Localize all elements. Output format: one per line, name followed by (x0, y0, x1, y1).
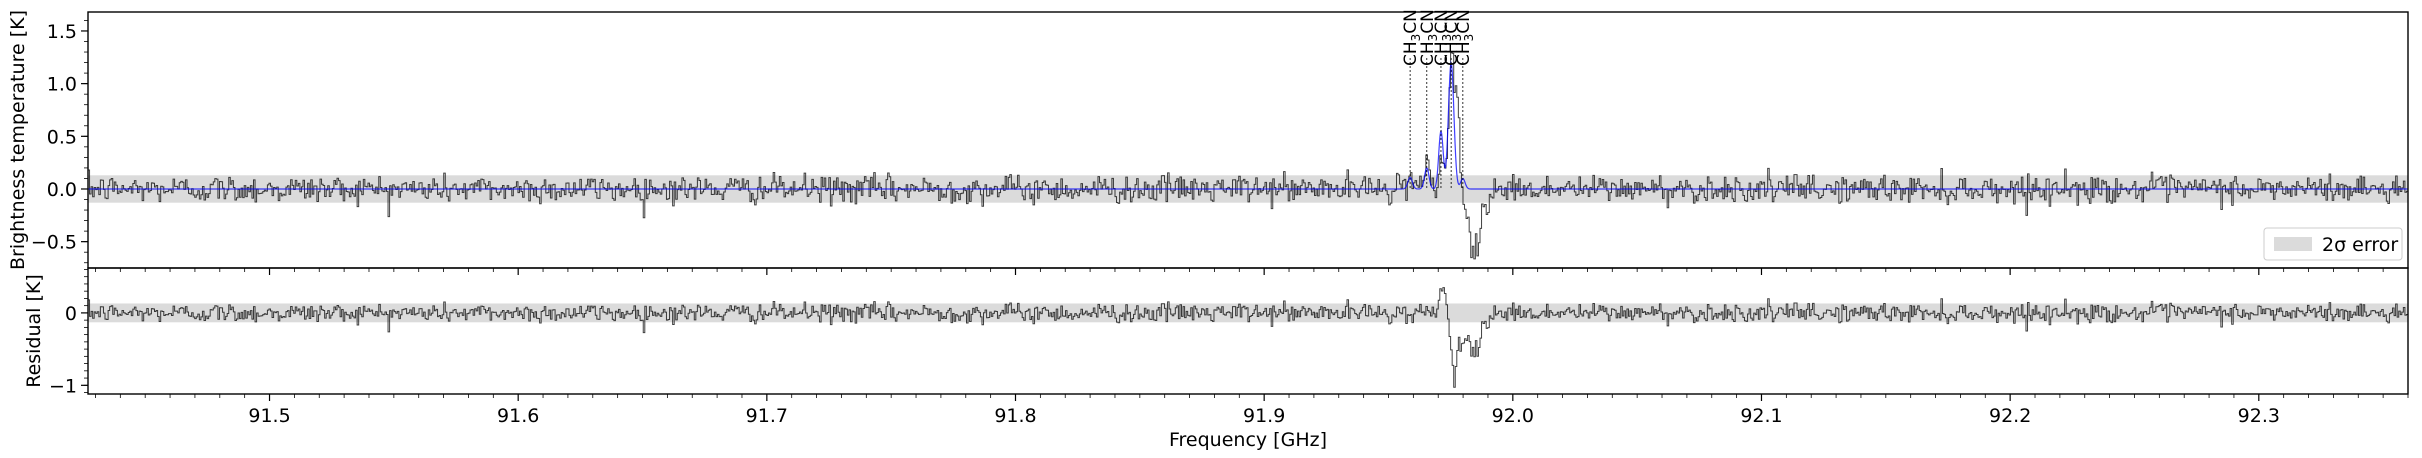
line-label-4: CH3CN (1454, 9, 1476, 66)
bottom-x-ticks: 91.5 91.6 91.7 91.8 91.9 92.0 92.1 92.2 92.3 (95, 394, 2409, 427)
xtick-label-8: 92.3 (2238, 405, 2280, 427)
legend-frame (2263, 227, 2403, 261)
xtick-label-0: 91.5 (248, 405, 290, 427)
line-label-1: CH3CN (1418, 9, 1440, 66)
legend-label-error: 2σ error (2322, 234, 2398, 256)
top-ytick-label-3: 0.0 (47, 179, 77, 201)
bottom-axes-frame (87, 267, 2409, 395)
top-ytick-label-1: 1.0 (47, 74, 77, 96)
xtick-label-4: 91.9 (1243, 405, 1285, 427)
top-y-axis-label: Brightness temperature [K] (7, 10, 29, 270)
line-label-3: CH3CN (1442, 9, 1464, 66)
x-axis-label: Frequency [GHz] (1169, 429, 1327, 451)
legend: 2σ error (2263, 227, 2403, 261)
top-observed-spectrum (88, 52, 2408, 260)
xtick-label-7: 92.2 (1989, 405, 2031, 427)
top-x-ticks (95, 268, 2409, 275)
top-ytick-label-4: −0.5 (31, 232, 77, 254)
xtick-label-6: 92.1 (1740, 405, 1782, 427)
top-ytick-label-2: 0.5 (47, 126, 77, 148)
xtick-label-2: 91.7 (746, 405, 788, 427)
xtick-label-3: 91.8 (994, 405, 1036, 427)
top-y-ticks: 1.5 1.0 0.5 0.0 −0.5 (31, 20, 88, 264)
line-label-2: CH3CN (1432, 9, 1454, 66)
xtick-label-5: 92.0 (1492, 405, 1534, 427)
top-axes-frame (87, 11, 2409, 269)
bottom-y-axis-label: Residual [K] (23, 274, 45, 388)
bot-ytick-label-0: 0 (65, 303, 77, 325)
legend-swatch-error (2274, 237, 2312, 251)
xtick-label-1: 91.6 (497, 405, 539, 427)
bottom-y-ticks: 0 −1 (49, 269, 88, 397)
line-label-0: CH3CN (1401, 9, 1423, 66)
bottom-residual-spectrum (88, 287, 2408, 388)
top-ytick-label-0: 1.5 (47, 21, 77, 43)
top-model-fit (88, 60, 2408, 190)
bottom-panel: 0 −1 91.5 91.6 91.7 91.8 91.9 92.0 92.1 92.2 92.3… (23, 267, 2409, 451)
bot-ytick-label-1: −1 (49, 375, 77, 397)
